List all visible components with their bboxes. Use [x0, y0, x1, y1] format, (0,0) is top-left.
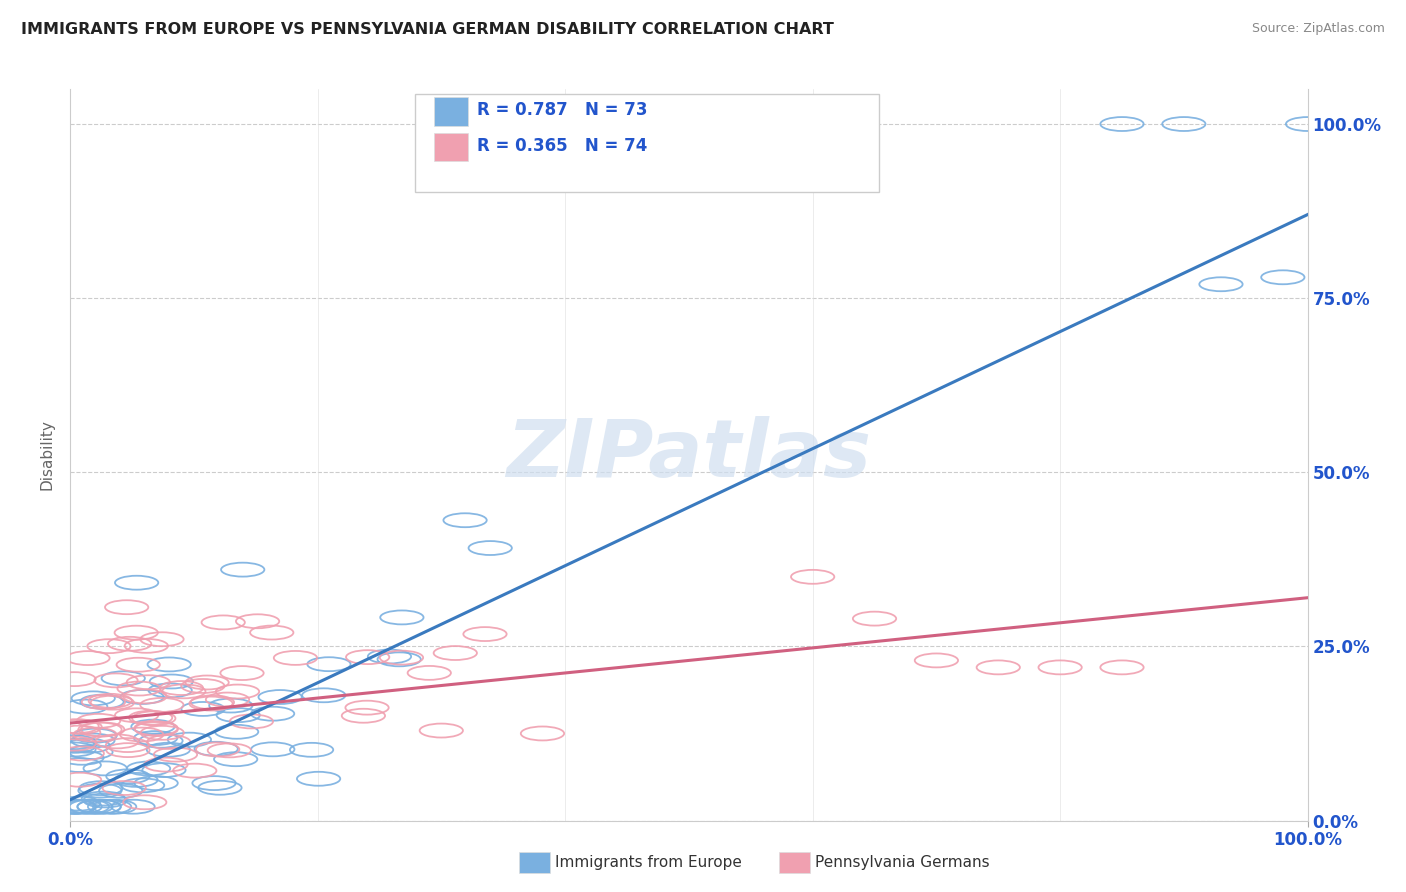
Text: ZIPatlas: ZIPatlas — [506, 416, 872, 494]
Y-axis label: Disability: Disability — [39, 419, 55, 491]
Text: R = 0.787   N = 73: R = 0.787 N = 73 — [477, 101, 647, 119]
Text: Immigrants from Europe: Immigrants from Europe — [555, 855, 742, 870]
Text: Pennsylvania Germans: Pennsylvania Germans — [815, 855, 990, 870]
Text: IMMIGRANTS FROM EUROPE VS PENNSYLVANIA GERMAN DISABILITY CORRELATION CHART: IMMIGRANTS FROM EUROPE VS PENNSYLVANIA G… — [21, 22, 834, 37]
Text: Source: ZipAtlas.com: Source: ZipAtlas.com — [1251, 22, 1385, 36]
Text: R = 0.365   N = 74: R = 0.365 N = 74 — [477, 137, 647, 155]
